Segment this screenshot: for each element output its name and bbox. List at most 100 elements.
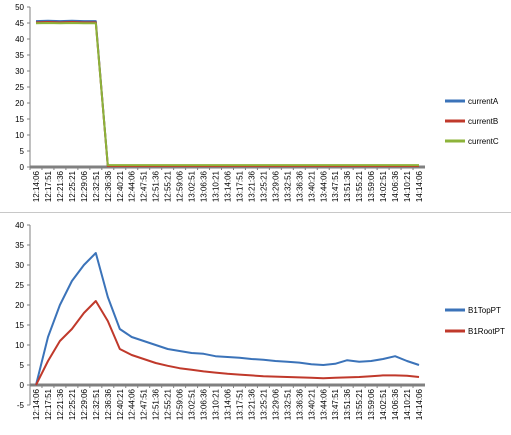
y-tick-label: 10 — [15, 341, 24, 350]
x-tick-label: 13:47:51 — [331, 388, 340, 420]
y-tick-label: 30 — [15, 67, 24, 76]
x-tick-label: 13:51:36 — [343, 170, 352, 202]
legend-label-B1TopPT: B1TopPT — [468, 306, 501, 315]
series-line-B1RootPT — [35, 300, 420, 386]
series-line-B1TopPT — [35, 252, 420, 386]
x-tick-label: 12:21:36 — [56, 170, 65, 202]
chart-divider — [0, 212, 511, 213]
x-tick-label: 13:14:06 — [224, 170, 233, 202]
x-tick-label: 12:55:21 — [164, 388, 173, 420]
x-tick-label: 13:06:36 — [200, 170, 209, 202]
x-tick-label: 13:10:21 — [212, 170, 221, 202]
x-tick-label: 13:10:21 — [212, 388, 221, 420]
series-line-currentC — [35, 22, 419, 167]
y-tick-label: 20 — [15, 301, 24, 310]
current-chart-panel: 0 5 10 15 20 25 30 35 40 45 50 12:14:06 12:17:51 12:2… — [0, 0, 511, 213]
x-tick-label: 13:06:36 — [200, 388, 209, 420]
y-tick-label: 40 — [15, 221, 24, 230]
x-tick-label: 13:02:51 — [188, 170, 197, 202]
x-tick-label: 14:10:21 — [403, 388, 412, 420]
x-tick-label: 14:14:06 — [415, 170, 424, 202]
x-tick-label: 13:36:36 — [295, 388, 304, 420]
x-tick-label: 12:51:36 — [152, 170, 161, 202]
x-tick-label: 14:10:21 — [403, 170, 412, 202]
x-tick-label: 12:40:21 — [116, 170, 125, 202]
x-tick-label: 12:14:06 — [32, 388, 41, 420]
y-tick-label: 15 — [15, 115, 24, 124]
x-tick-label: 13:29:06 — [271, 388, 280, 420]
legend-label-B1RootPT: B1RootPT — [468, 327, 505, 336]
x-tick-label: 12:17:51 — [44, 170, 53, 202]
x-tick-label: 13:14:06 — [224, 388, 233, 420]
series-line-currentA — [35, 19, 419, 167]
y-tick-label: 15 — [15, 321, 24, 330]
x-tick-label: 13:29:06 — [271, 170, 280, 202]
x-tick-label: 13:25:21 — [259, 388, 268, 420]
x-tick-label: 12:21:36 — [56, 388, 65, 420]
x-tick-label: 13:32:51 — [283, 170, 292, 202]
y-tick-label: 35 — [15, 51, 24, 60]
y-tick-label: 5 — [20, 147, 25, 156]
x-tick-label: 13:17:51 — [235, 170, 244, 202]
legend-label-currentC: currentC — [468, 137, 499, 146]
y-tick-label: 0 — [20, 163, 25, 172]
x-tick-label: 13:02:51 — [188, 388, 197, 420]
y-tick-label: -5 — [17, 401, 25, 410]
x-tick-label: 13:55:21 — [355, 170, 364, 202]
x-tick-label: 12:29:06 — [80, 388, 89, 420]
x-tick-label: 13:44:06 — [319, 388, 328, 420]
series-line-currentB — [35, 21, 419, 167]
x-tick-label: 13:59:06 — [367, 170, 376, 202]
x-tick-label: 12:32:51 — [92, 388, 101, 420]
x-tick-label: 13:25:21 — [259, 170, 268, 202]
x-tick-label: 14:06:36 — [391, 170, 400, 202]
x-tick-label: 12:25:21 — [68, 388, 77, 420]
temperature-chart: -5 0 5 10 15 20 25 30 35 40 12:14:06 12:17:51 12:21:… — [15, 221, 505, 420]
x-tick-label: 12:47:51 — [140, 170, 149, 202]
y-tick-label: 40 — [15, 35, 24, 44]
x-tick-label: 12:51:36 — [152, 388, 161, 420]
x-tick-label: 12:36:36 — [104, 388, 113, 420]
x-tick-label: 12:25:21 — [68, 170, 77, 202]
x-tick-label: 12:36:36 — [104, 170, 113, 202]
y-tick-label: 25 — [15, 83, 24, 92]
x-tick-label: 12:47:51 — [140, 388, 149, 420]
x-tick-label: 12:44:06 — [128, 170, 137, 202]
legend-label-currentB: currentB — [468, 117, 498, 126]
x-tick-label: 12:29:06 — [80, 170, 89, 202]
x-tick-label: 14:14:06 — [415, 388, 424, 420]
x-tick-label: 13:32:51 — [283, 388, 292, 420]
y-tick-label: 5 — [20, 361, 25, 370]
x-tick-label: 13:59:06 — [367, 388, 376, 420]
x-tick-label: 13:51:36 — [343, 388, 352, 420]
x-tick-label: 13:21:36 — [247, 170, 256, 202]
x-tick-label: 13:40:21 — [307, 170, 316, 202]
y-tick-label: 25 — [15, 281, 24, 290]
x-tick-label: 12:59:06 — [176, 170, 185, 202]
y-tick-label: 0 — [20, 381, 25, 390]
y-tick-label: 50 — [15, 3, 24, 12]
y-tick-label: 30 — [15, 261, 24, 270]
x-tick-label: 13:21:36 — [247, 388, 256, 420]
x-tick-label: 12:14:06 — [32, 170, 41, 202]
y-tick-label: 35 — [15, 241, 24, 250]
x-tick-label: 13:40:21 — [307, 388, 316, 420]
y-tick-label: 45 — [15, 19, 24, 28]
x-tick-label: 12:32:51 — [92, 170, 101, 202]
temperature-chart-panel: -5 0 5 10 15 20 25 30 35 40 12:14:06 12:17:51 12:21:… — [0, 215, 511, 435]
legend-label-currentA: currentA — [468, 97, 499, 106]
y-tick-label: 10 — [15, 131, 24, 140]
x-tick-label: 12:40:21 — [116, 388, 125, 420]
x-tick-label: 13:36:36 — [295, 170, 304, 202]
x-tick-label: 13:17:51 — [235, 388, 244, 420]
x-tick-label: 13:44:06 — [319, 170, 328, 202]
x-tick-label: 14:02:51 — [379, 170, 388, 202]
x-tick-label: 14:06:36 — [391, 388, 400, 420]
x-tick-label: 13:55:21 — [355, 388, 364, 420]
x-tick-label: 12:17:51 — [44, 388, 53, 420]
x-tick-label: 12:59:06 — [176, 388, 185, 420]
y-tick-label: 20 — [15, 99, 24, 108]
x-tick-label: 12:55:21 — [164, 170, 173, 202]
x-tick-label: 12:44:06 — [128, 388, 137, 420]
